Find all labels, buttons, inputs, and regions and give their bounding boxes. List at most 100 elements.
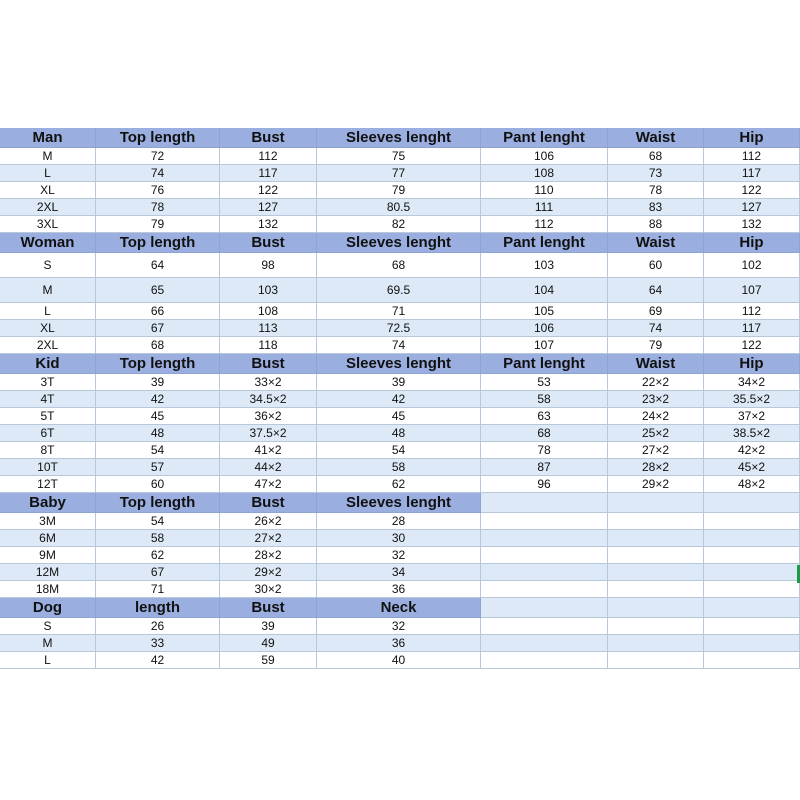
measurement-cell[interactable]: 42: [96, 652, 220, 669]
measurement-cell[interactable]: 26: [96, 618, 220, 635]
measurement-cell[interactable]: 106: [481, 320, 608, 337]
measurement-cell[interactable]: 68: [608, 148, 704, 165]
empty-cell[interactable]: [704, 635, 800, 652]
column-header[interactable]: Pant lenght: [481, 233, 608, 253]
measurement-cell[interactable]: 45: [317, 408, 481, 425]
size-label-cell[interactable]: 2XL: [0, 337, 96, 354]
measurement-cell[interactable]: 34: [317, 564, 481, 581]
measurement-cell[interactable]: 29×2: [220, 564, 317, 581]
measurement-cell[interactable]: 42: [317, 391, 481, 408]
size-label-cell[interactable]: M: [0, 635, 96, 652]
empty-cell[interactable]: [608, 547, 704, 564]
measurement-cell[interactable]: 59: [220, 652, 317, 669]
empty-cell[interactable]: [608, 635, 704, 652]
measurement-cell[interactable]: 108: [481, 165, 608, 182]
measurement-cell[interactable]: 111: [481, 199, 608, 216]
column-header[interactable]: Waist: [608, 233, 704, 253]
empty-cell[interactable]: [704, 598, 800, 618]
measurement-cell[interactable]: 38.5×2: [704, 425, 800, 442]
empty-cell[interactable]: [481, 564, 608, 581]
measurement-cell[interactable]: 37.5×2: [220, 425, 317, 442]
measurement-cell[interactable]: 67: [96, 564, 220, 581]
measurement-cell[interactable]: 24×2: [608, 408, 704, 425]
size-label-cell[interactable]: S: [0, 253, 96, 278]
measurement-cell[interactable]: 58: [317, 459, 481, 476]
measurement-cell[interactable]: 66: [96, 303, 220, 320]
column-header[interactable]: Bust: [220, 493, 317, 513]
size-label-cell[interactable]: 10T: [0, 459, 96, 476]
measurement-cell[interactable]: 41×2: [220, 442, 317, 459]
empty-cell[interactable]: [608, 513, 704, 530]
empty-cell[interactable]: [704, 652, 800, 669]
column-header[interactable]: Pant lenght: [481, 354, 608, 374]
measurement-cell[interactable]: 26×2: [220, 513, 317, 530]
measurement-cell[interactable]: 42: [96, 391, 220, 408]
measurement-cell[interactable]: 58: [481, 391, 608, 408]
measurement-cell[interactable]: 78: [96, 199, 220, 216]
empty-cell[interactable]: [704, 493, 800, 513]
column-header[interactable]: Top length: [96, 128, 220, 148]
empty-cell[interactable]: [481, 635, 608, 652]
measurement-cell[interactable]: 74: [317, 337, 481, 354]
empty-cell[interactable]: [481, 598, 608, 618]
measurement-cell[interactable]: 98: [220, 253, 317, 278]
measurement-cell[interactable]: 112: [481, 216, 608, 233]
empty-cell[interactable]: [481, 530, 608, 547]
measurement-cell[interactable]: 69: [608, 303, 704, 320]
measurement-cell[interactable]: 28×2: [220, 547, 317, 564]
column-header[interactable]: Waist: [608, 128, 704, 148]
measurement-cell[interactable]: 82: [317, 216, 481, 233]
measurement-cell[interactable]: 30: [317, 530, 481, 547]
size-label-cell[interactable]: XL: [0, 182, 96, 199]
empty-cell[interactable]: [704, 618, 800, 635]
empty-cell[interactable]: [481, 547, 608, 564]
size-label-cell[interactable]: S: [0, 618, 96, 635]
measurement-cell[interactable]: 73: [608, 165, 704, 182]
measurement-cell[interactable]: 79: [96, 216, 220, 233]
measurement-cell[interactable]: 29×2: [608, 476, 704, 493]
empty-cell[interactable]: [481, 652, 608, 669]
measurement-cell[interactable]: 32: [317, 547, 481, 564]
measurement-cell[interactable]: 33×2: [220, 374, 317, 391]
measurement-cell[interactable]: 22×2: [608, 374, 704, 391]
measurement-cell[interactable]: 27×2: [220, 530, 317, 547]
measurement-cell[interactable]: 104: [481, 278, 608, 303]
empty-cell[interactable]: [608, 530, 704, 547]
column-header[interactable]: Bust: [220, 128, 317, 148]
measurement-cell[interactable]: 65: [96, 278, 220, 303]
measurement-cell[interactable]: 132: [704, 216, 800, 233]
measurement-cell[interactable]: 132: [220, 216, 317, 233]
measurement-cell[interactable]: 117: [704, 165, 800, 182]
measurement-cell[interactable]: 68: [317, 253, 481, 278]
size-label-cell[interactable]: 3M: [0, 513, 96, 530]
column-header[interactable]: Bust: [220, 598, 317, 618]
measurement-cell[interactable]: 106: [481, 148, 608, 165]
measurement-cell[interactable]: 32: [317, 618, 481, 635]
measurement-cell[interactable]: 48: [317, 425, 481, 442]
measurement-cell[interactable]: 102: [704, 253, 800, 278]
measurement-cell[interactable]: 67: [96, 320, 220, 337]
measurement-cell[interactable]: 37×2: [704, 408, 800, 425]
section-title[interactable]: Dog: [0, 598, 96, 618]
size-label-cell[interactable]: 12M: [0, 564, 96, 581]
measurement-cell[interactable]: 71: [96, 581, 220, 598]
measurement-cell[interactable]: 112: [704, 303, 800, 320]
column-header[interactable]: Neck: [317, 598, 481, 618]
column-header[interactable]: Bust: [220, 354, 317, 374]
size-label-cell[interactable]: 5T: [0, 408, 96, 425]
measurement-cell[interactable]: 107: [704, 278, 800, 303]
measurement-cell[interactable]: 57: [96, 459, 220, 476]
measurement-cell[interactable]: 112: [704, 148, 800, 165]
measurement-cell[interactable]: 68: [481, 425, 608, 442]
column-header[interactable]: Top length: [96, 493, 220, 513]
section-title[interactable]: Kid: [0, 354, 96, 374]
measurement-cell[interactable]: 62: [317, 476, 481, 493]
measurement-cell[interactable]: 34×2: [704, 374, 800, 391]
measurement-cell[interactable]: 27×2: [608, 442, 704, 459]
measurement-cell[interactable]: 103: [481, 253, 608, 278]
column-header[interactable]: Hip: [704, 354, 800, 374]
size-label-cell[interactable]: L: [0, 303, 96, 320]
measurement-cell[interactable]: 58: [96, 530, 220, 547]
section-title[interactable]: Man: [0, 128, 96, 148]
section-title[interactable]: Baby: [0, 493, 96, 513]
